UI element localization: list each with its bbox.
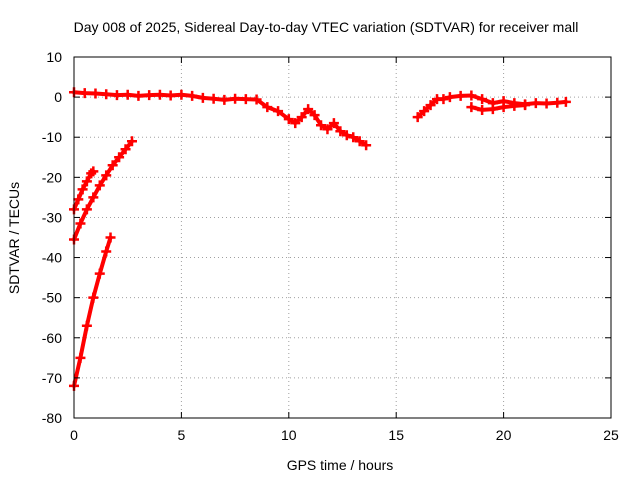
data-point	[335, 126, 346, 137]
y-tick-label: -20	[42, 169, 62, 185]
chart-title: Day 008 of 2025, Sidereal Day-to-day VTE…	[74, 19, 579, 35]
data-point	[262, 102, 273, 113]
data-point	[94, 180, 105, 191]
x-tick-label: 0	[70, 427, 78, 443]
data-point	[466, 90, 477, 101]
data-point	[111, 90, 122, 101]
data-point	[77, 184, 88, 195]
data-point	[75, 218, 86, 229]
data-point	[477, 94, 488, 105]
data-point	[303, 104, 314, 115]
data-point	[126, 136, 137, 147]
data-point	[105, 232, 116, 243]
x-tick-label: 10	[281, 427, 297, 443]
data-point	[438, 94, 449, 105]
data-point	[240, 94, 251, 105]
data-point	[81, 204, 92, 215]
data-point	[530, 98, 541, 109]
y-tick-label: 10	[46, 49, 62, 65]
data-point	[498, 102, 509, 113]
x-axis-label: GPS time / hours	[287, 457, 394, 473]
data-point	[348, 132, 359, 143]
data-point	[455, 90, 466, 101]
data-point	[88, 292, 99, 303]
data-point	[251, 94, 262, 105]
data-point	[283, 114, 294, 125]
data-point	[560, 96, 571, 107]
data-point	[187, 90, 198, 101]
data-point	[101, 89, 112, 100]
y-tick-label: -40	[42, 250, 62, 266]
data-point	[322, 124, 333, 135]
data-point	[466, 102, 477, 113]
data-point	[541, 98, 552, 109]
x-tick-label: 20	[496, 427, 512, 443]
y-tick-label: -80	[42, 410, 62, 426]
data-point	[101, 246, 112, 257]
y-tick-label: -10	[42, 129, 62, 145]
data-point	[133, 90, 144, 101]
y-axis-label: SDTVAR / TECUs	[6, 182, 22, 294]
data-point	[419, 106, 430, 117]
data-point	[477, 104, 488, 115]
data-point	[309, 110, 320, 121]
data-point	[88, 166, 99, 177]
y-tick-label: -30	[42, 209, 62, 225]
data-point	[165, 90, 176, 101]
data-point	[361, 140, 372, 151]
x-tick-label: 5	[178, 427, 186, 443]
data-point	[75, 352, 86, 363]
data-series	[69, 87, 571, 391]
data-point	[341, 130, 352, 141]
data-point	[520, 100, 531, 111]
data-point	[273, 106, 284, 117]
data-point	[81, 320, 92, 331]
x-tick-label: 25	[603, 427, 619, 443]
series-line	[72, 139, 134, 242]
data-point	[120, 144, 131, 155]
data-point	[444, 92, 455, 103]
series-line	[72, 235, 113, 388]
data-point	[144, 90, 155, 101]
data-point	[114, 152, 125, 163]
y-tick-label: -60	[42, 330, 62, 346]
y-tick-label: -50	[42, 290, 62, 306]
y-tick-label: -70	[42, 370, 62, 386]
data-point	[81, 176, 92, 187]
data-point	[552, 97, 563, 108]
data-point	[230, 93, 241, 104]
data-point	[328, 118, 339, 129]
data-point	[208, 93, 219, 104]
data-point	[425, 100, 436, 111]
data-point	[107, 160, 118, 171]
data-point	[290, 118, 301, 129]
data-point	[412, 112, 423, 123]
data-point	[101, 170, 112, 181]
plot-frame	[73, 56, 612, 419]
data-point	[316, 120, 327, 131]
data-point	[88, 192, 99, 203]
data-point	[73, 194, 84, 205]
data-point	[296, 112, 307, 123]
grid-lines	[74, 57, 611, 418]
data-point	[90, 88, 101, 99]
axis-ticks: 0 5 10 15 20 25 -80 -70 -60 -50 -40 -30 -20 -10 0 10	[42, 49, 619, 443]
data-point	[219, 94, 230, 105]
data-point	[176, 89, 187, 100]
data-point	[94, 268, 105, 279]
data-point	[79, 88, 90, 99]
data-point	[354, 136, 365, 147]
data-point	[509, 100, 520, 111]
data-point	[122, 89, 133, 100]
data-point	[487, 104, 498, 115]
data-point	[197, 92, 208, 103]
data-point	[154, 89, 165, 100]
y-tick-label: 0	[54, 89, 62, 105]
x-tick-label: 15	[388, 427, 404, 443]
